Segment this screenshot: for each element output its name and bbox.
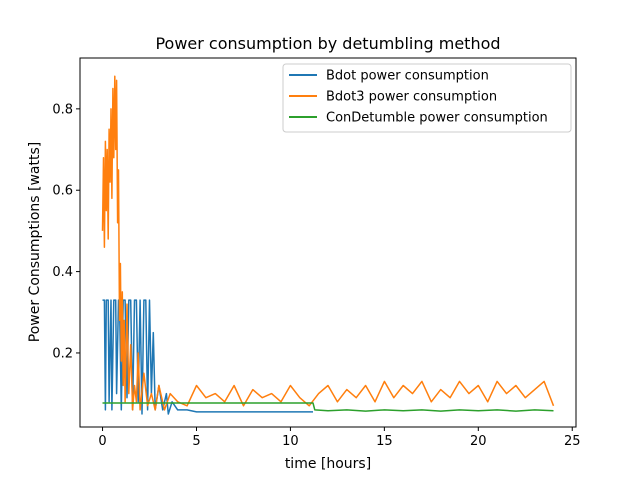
y-tick-label: 0.4 — [52, 265, 73, 280]
legend-box — [282, 63, 572, 133]
x-tick-label: 10 — [282, 434, 299, 449]
x-tick-label: 20 — [470, 434, 487, 449]
legend-label-1: Bdot3 power consumption — [326, 90, 497, 105]
series-layer — [101, 75, 555, 415]
legend-label-0: Bdot power consumption — [326, 69, 489, 84]
y-axis-label: Power Consumptions [watts] — [27, 142, 43, 342]
x-tick-label: 15 — [376, 434, 393, 449]
y-tick-label: 0.2 — [52, 346, 73, 361]
x-tick-label: 0 — [98, 434, 106, 449]
y-axis-ticks: 0.2 0.4 0.6 0.8 — [52, 102, 80, 361]
y-tick-label: 0.8 — [52, 102, 73, 117]
x-tick-label: 25 — [564, 434, 581, 449]
legend: Bdot power consumption Bdot3 power consum… — [282, 63, 572, 133]
x-tick-label: 5 — [192, 434, 200, 449]
series-line-1 — [101, 75, 555, 411]
series-line-0 — [102, 299, 313, 415]
y-tick-label: 0.6 — [52, 184, 73, 199]
x-axis-ticks: 0 5 10 15 20 25 — [98, 427, 581, 449]
plot-frame — [79, 57, 577, 428]
x-axis-label: time [hours] — [285, 456, 371, 472]
series-line-2 — [102, 402, 554, 412]
chart-title: Power consumption by detumbling method — [155, 34, 500, 53]
legend-label-2: ConDetumble power consumption — [326, 111, 548, 126]
